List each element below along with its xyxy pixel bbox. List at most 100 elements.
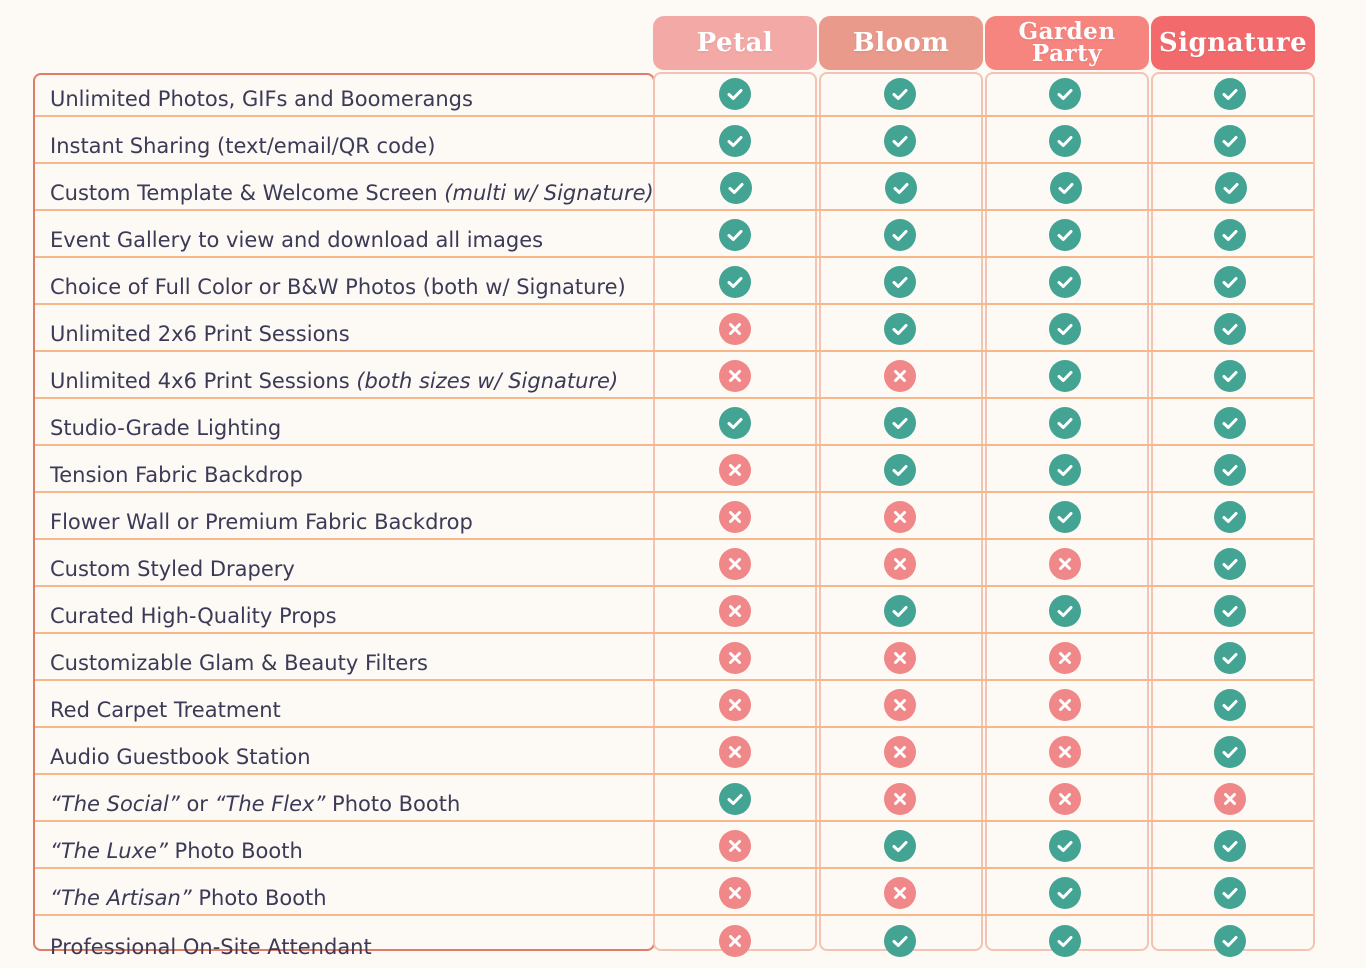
cell-signature <box>1148 117 1313 162</box>
cell-signature <box>1148 869 1313 914</box>
cell-bloom <box>817 352 982 397</box>
feature-label: Curated High-Quality Props <box>35 604 652 632</box>
x-circle-icon <box>1214 782 1247 815</box>
cell-petal <box>652 728 817 773</box>
check-circle-icon <box>883 924 916 957</box>
cell-signature <box>1148 164 1313 209</box>
table-row: Curated High-Quality Props <box>35 587 1313 634</box>
table-row: “The Artisan” Photo Booth <box>35 869 1313 916</box>
cell-signature <box>1148 211 1313 256</box>
check-circle-icon <box>1214 547 1247 580</box>
check-circle-icon <box>1049 500 1082 533</box>
tier-header-garden-party: Garden Party <box>985 16 1149 70</box>
feature-label-italic: “The Flex” <box>214 792 326 816</box>
check-circle-icon <box>1214 171 1247 204</box>
feature-label: “The Luxe” Photo Booth <box>35 839 652 867</box>
feature-label: Studio-Grade Lighting <box>35 416 652 444</box>
check-circle-icon <box>1214 218 1247 251</box>
cell-bloom <box>819 164 984 209</box>
feature-label-text: Tension Fabric Backdrop <box>50 463 303 487</box>
x-circle-icon <box>718 500 751 533</box>
cell-garden-party <box>983 211 1148 256</box>
table-row: Custom Styled Drapery <box>35 540 1313 587</box>
cell-signature <box>1148 305 1313 350</box>
cell-bloom <box>817 916 982 963</box>
cell-bloom <box>817 587 982 632</box>
table-row: Customizable Glam & Beauty Filters <box>35 634 1313 681</box>
cell-bloom <box>817 258 982 303</box>
cell-petal <box>652 446 817 491</box>
x-circle-icon <box>883 688 916 721</box>
x-circle-icon <box>718 547 751 580</box>
cell-signature <box>1148 634 1313 679</box>
feature-label-text: Instant Sharing (text/email/QR code) <box>50 134 436 158</box>
cell-bloom <box>817 681 982 726</box>
check-circle-icon <box>718 265 751 298</box>
cell-signature <box>1148 681 1313 726</box>
check-circle-icon <box>718 124 751 157</box>
check-circle-icon <box>718 406 751 439</box>
cell-signature <box>1148 775 1313 820</box>
check-circle-icon <box>1049 218 1082 251</box>
feature-label-text: Photo Booth <box>325 792 461 816</box>
check-circle-icon <box>1214 453 1247 486</box>
x-circle-icon <box>883 876 916 909</box>
cell-signature <box>1148 493 1313 538</box>
feature-label: Audio Guestbook Station <box>35 745 652 773</box>
x-circle-icon <box>883 547 916 580</box>
cell-petal <box>652 352 817 397</box>
cell-garden-party <box>983 493 1148 538</box>
feature-label-text: Event Gallery to view and download all i… <box>50 228 544 252</box>
feature-label: Unlimited 2x6 Print Sessions <box>35 322 652 350</box>
x-circle-icon <box>718 359 751 392</box>
check-circle-icon <box>1214 124 1247 157</box>
cell-bloom <box>817 869 982 914</box>
check-circle-icon <box>1049 77 1082 110</box>
table-row: Professional On-Site Attendant <box>35 916 1313 963</box>
check-circle-icon <box>883 124 916 157</box>
feature-label: Instant Sharing (text/email/QR code) <box>35 134 652 162</box>
feature-label: Professional On-Site Attendant <box>35 935 652 963</box>
cell-signature <box>1148 822 1313 867</box>
cell-garden-party <box>983 587 1148 632</box>
cell-bloom <box>817 211 982 256</box>
cell-bloom <box>817 728 982 773</box>
check-circle-icon <box>883 312 916 345</box>
feature-label-text: Professional On-Site Attendant <box>50 935 372 959</box>
feature-label-text: Custom Template & Welcome Screen <box>50 181 445 205</box>
cell-petal <box>652 117 817 162</box>
check-circle-icon <box>718 218 751 251</box>
feature-label-text: Curated High-Quality Props <box>50 604 337 628</box>
cell-bloom <box>817 305 982 350</box>
feature-label: Red Carpet Treatment <box>35 698 652 726</box>
feature-label: Unlimited Photos, GIFs and Boomerangs <box>35 87 652 115</box>
table-row: Audio Guestbook Station <box>35 728 1313 775</box>
cell-petal <box>652 822 817 867</box>
check-circle-icon <box>883 453 916 486</box>
x-circle-icon <box>883 359 916 392</box>
cell-garden-party <box>983 869 1148 914</box>
cell-petal <box>654 164 819 209</box>
x-circle-icon <box>718 876 751 909</box>
tier-name-petal: Petal <box>696 28 774 58</box>
feature-label-text: or <box>179 792 215 816</box>
cell-petal <box>652 211 817 256</box>
check-circle-icon <box>1214 77 1247 110</box>
cell-garden-party <box>983 916 1148 963</box>
cell-petal <box>652 634 817 679</box>
feature-label-text: Choice of Full Color or B&W Photos (both… <box>50 275 626 299</box>
check-circle-icon <box>1049 829 1082 862</box>
cell-petal <box>652 399 817 444</box>
check-circle-icon <box>1049 171 1082 204</box>
table-row: Unlimited Photos, GIFs and Boomerangs <box>35 70 1313 117</box>
check-circle-icon <box>1214 641 1247 674</box>
feature-label-italic: (both sizes w/ Signature) <box>356 369 619 393</box>
tier-header-bloom: Bloom <box>819 16 983 70</box>
cell-garden-party <box>983 634 1148 679</box>
check-circle-icon <box>1214 359 1247 392</box>
x-circle-icon <box>718 924 751 957</box>
cell-petal <box>652 587 817 632</box>
check-circle-icon <box>1049 265 1082 298</box>
feature-label: Unlimited 4x6 Print Sessions (both sizes… <box>35 369 652 397</box>
check-circle-icon <box>1049 406 1082 439</box>
